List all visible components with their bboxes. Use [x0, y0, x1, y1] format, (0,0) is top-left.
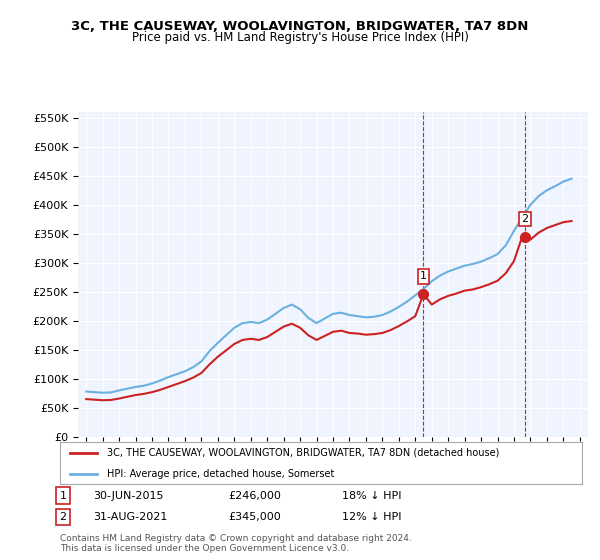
Text: HPI: Average price, detached house, Somerset: HPI: Average price, detached house, Some…: [107, 469, 334, 479]
Text: 1: 1: [420, 272, 427, 281]
Text: 18% ↓ HPI: 18% ↓ HPI: [342, 491, 401, 501]
Text: 3C, THE CAUSEWAY, WOOLAVINGTON, BRIDGWATER, TA7 8DN (detached house): 3C, THE CAUSEWAY, WOOLAVINGTON, BRIDGWAT…: [107, 448, 499, 458]
Text: 1: 1: [59, 491, 67, 501]
Text: £246,000: £246,000: [228, 491, 281, 501]
Text: 3C, THE CAUSEWAY, WOOLAVINGTON, BRIDGWATER, TA7 8DN: 3C, THE CAUSEWAY, WOOLAVINGTON, BRIDGWAT…: [71, 20, 529, 32]
Text: £345,000: £345,000: [228, 512, 281, 522]
Text: 12% ↓ HPI: 12% ↓ HPI: [342, 512, 401, 522]
Text: Price paid vs. HM Land Registry's House Price Index (HPI): Price paid vs. HM Land Registry's House …: [131, 31, 469, 44]
Text: 31-AUG-2021: 31-AUG-2021: [93, 512, 167, 522]
Text: 2: 2: [521, 214, 529, 224]
Text: 30-JUN-2015: 30-JUN-2015: [93, 491, 163, 501]
Text: 2: 2: [59, 512, 67, 522]
Text: Contains HM Land Registry data © Crown copyright and database right 2024.
This d: Contains HM Land Registry data © Crown c…: [60, 534, 412, 553]
